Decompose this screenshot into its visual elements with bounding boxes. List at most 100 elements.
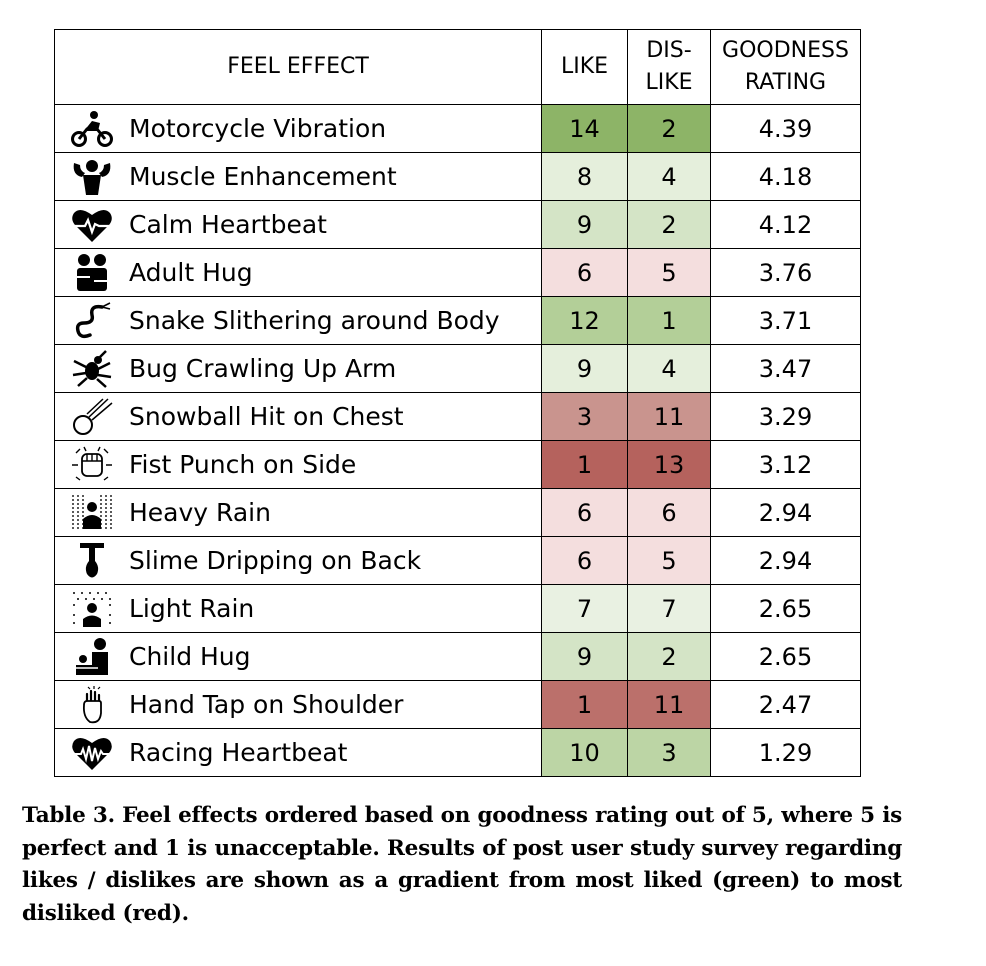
- effect-cell: Hand Tap on Shoulder: [54, 680, 542, 729]
- header-dislike-line2: LIKE: [645, 70, 693, 95]
- header-dislike: DIS- LIKE: [627, 29, 711, 105]
- table-row: Snowball Hit on Chest 3 11 3.29: [54, 392, 861, 441]
- like-cell: 6: [541, 536, 628, 585]
- effect-cell: Snowball Hit on Chest: [54, 392, 542, 441]
- motorcycle-icon: [63, 106, 121, 152]
- bug-icon: [63, 346, 121, 392]
- like-cell: 1: [541, 440, 628, 489]
- rating-cell: 3.76: [710, 248, 861, 297]
- rating-cell: 3.47: [710, 344, 861, 393]
- effect-cell: Bug Crawling Up Arm: [54, 344, 542, 393]
- table-row: Hand Tap on Shoulder 1 11 2.47: [54, 680, 861, 729]
- like-cell: 8: [541, 152, 628, 201]
- dislike-cell: 4: [627, 152, 711, 201]
- rating-cell: 2.94: [710, 488, 861, 537]
- like-cell: 14: [541, 104, 628, 153]
- table-caption: Table 3. Feel effects ordered based on g…: [22, 803, 902, 926]
- rating-cell: 4.39: [710, 104, 861, 153]
- rating-cell: 2.65: [710, 584, 861, 633]
- table-row: Child Hug 9 2 2.65: [54, 632, 861, 681]
- header-rating-line1: GOODNESS: [722, 38, 849, 63]
- dislike-cell: 11: [627, 392, 711, 441]
- heart-calm-icon: [63, 202, 121, 248]
- effect-label: Heavy Rain: [129, 498, 271, 527]
- rating-cell: 2.47: [710, 680, 861, 729]
- effect-label: Adult Hug: [129, 258, 253, 287]
- rating-cell: 4.18: [710, 152, 861, 201]
- dislike-cell: 7: [627, 584, 711, 633]
- dislike-cell: 1: [627, 296, 711, 345]
- like-cell: 1: [541, 680, 628, 729]
- table-row: Heavy Rain 6 6 2.94: [54, 488, 861, 537]
- rating-cell: 2.94: [710, 536, 861, 585]
- rating-cell: 1.29: [710, 728, 861, 777]
- header-like-label: LIKE: [560, 54, 609, 79]
- like-cell: 6: [541, 248, 628, 297]
- table-row: Light Rain 7 7 2.65: [54, 584, 861, 633]
- effect-label: Bug Crawling Up Arm: [129, 354, 397, 383]
- effect-label: Fist Punch on Side: [129, 450, 357, 479]
- effect-label: Child Hug: [129, 642, 251, 671]
- effect-cell: Heavy Rain: [54, 488, 542, 537]
- effect-cell: Calm Heartbeat: [54, 200, 542, 249]
- rating-cell: 4.12: [710, 200, 861, 249]
- header-like: LIKE: [541, 29, 628, 105]
- effect-cell: Slime Dripping on Back: [54, 536, 542, 585]
- like-cell: 9: [541, 632, 628, 681]
- effect-cell: Muscle Enhancement: [54, 152, 542, 201]
- like-cell: 10: [541, 728, 628, 777]
- dislike-cell: 4: [627, 344, 711, 393]
- table-row: Calm Heartbeat 9 2 4.12: [54, 200, 861, 249]
- effect-label: Muscle Enhancement: [129, 162, 397, 191]
- table-row: Snake Slithering around Body 12 1 3.71: [54, 296, 861, 345]
- dislike-cell: 5: [627, 248, 711, 297]
- effect-cell: Motorcycle Vibration: [54, 104, 542, 153]
- like-cell: 6: [541, 488, 628, 537]
- rating-cell: 3.71: [710, 296, 861, 345]
- heavy-rain-icon: [63, 490, 121, 536]
- header-feel-effect: FEEL EFFECT: [54, 29, 542, 105]
- dislike-cell: 11: [627, 680, 711, 729]
- rating-cell: 3.29: [710, 392, 861, 441]
- rating-cell: 2.65: [710, 632, 861, 681]
- like-cell: 7: [541, 584, 628, 633]
- table-row: Fist Punch on Side 1 13 3.12: [54, 440, 861, 489]
- like-cell: 3: [541, 392, 628, 441]
- effect-label: Hand Tap on Shoulder: [129, 690, 404, 719]
- muscle-icon: [63, 154, 121, 200]
- like-cell: 9: [541, 344, 628, 393]
- fist-icon: [63, 442, 121, 488]
- header-dislike-line1: DIS-: [646, 38, 692, 63]
- effect-label: Slime Dripping on Back: [129, 546, 422, 575]
- effect-label: Motorcycle Vibration: [129, 114, 387, 143]
- effect-cell: Adult Hug: [54, 248, 542, 297]
- snowball-icon: [63, 394, 121, 440]
- header-feel-effect-label: FEEL EFFECT: [227, 54, 369, 79]
- header-row: FEEL EFFECT LIKE DIS- LIKE GOODNESS RATI…: [54, 29, 861, 105]
- light-rain-icon: [63, 586, 121, 632]
- dislike-cell: 2: [627, 632, 711, 681]
- dislike-cell: 2: [627, 104, 711, 153]
- hug-icon: [63, 250, 121, 296]
- effect-cell: Child Hug: [54, 632, 542, 681]
- feel-effects-table: FEEL EFFECT LIKE DIS- LIKE GOODNESS RATI…: [54, 29, 861, 777]
- effect-cell: Light Rain: [54, 584, 542, 633]
- dislike-cell: 5: [627, 536, 711, 585]
- dislike-cell: 2: [627, 200, 711, 249]
- dislike-cell: 6: [627, 488, 711, 537]
- effect-cell: Racing Heartbeat: [54, 728, 542, 777]
- table-row: Adult Hug 6 5 3.76: [54, 248, 861, 297]
- table-row: Racing Heartbeat 10 3 1.29: [54, 728, 861, 777]
- table-row: Muscle Enhancement 8 4 4.18: [54, 152, 861, 201]
- slime-icon: [63, 538, 121, 584]
- table-body: Motorcycle Vibration 14 2 4.39 Muscle Enhanc…: [54, 104, 861, 777]
- effect-label: Light Rain: [129, 594, 255, 623]
- effect-label: Calm Heartbeat: [129, 210, 327, 239]
- header-rating-line2: RATING: [744, 70, 827, 95]
- snake-icon: [63, 298, 121, 344]
- effect-label: Snowball Hit on Chest: [129, 402, 404, 431]
- table-row: Motorcycle Vibration 14 2 4.39: [54, 104, 861, 153]
- effect-cell: Fist Punch on Side: [54, 440, 542, 489]
- header-goodness-rating: GOODNESS RATING: [710, 29, 861, 105]
- dislike-cell: 3: [627, 728, 711, 777]
